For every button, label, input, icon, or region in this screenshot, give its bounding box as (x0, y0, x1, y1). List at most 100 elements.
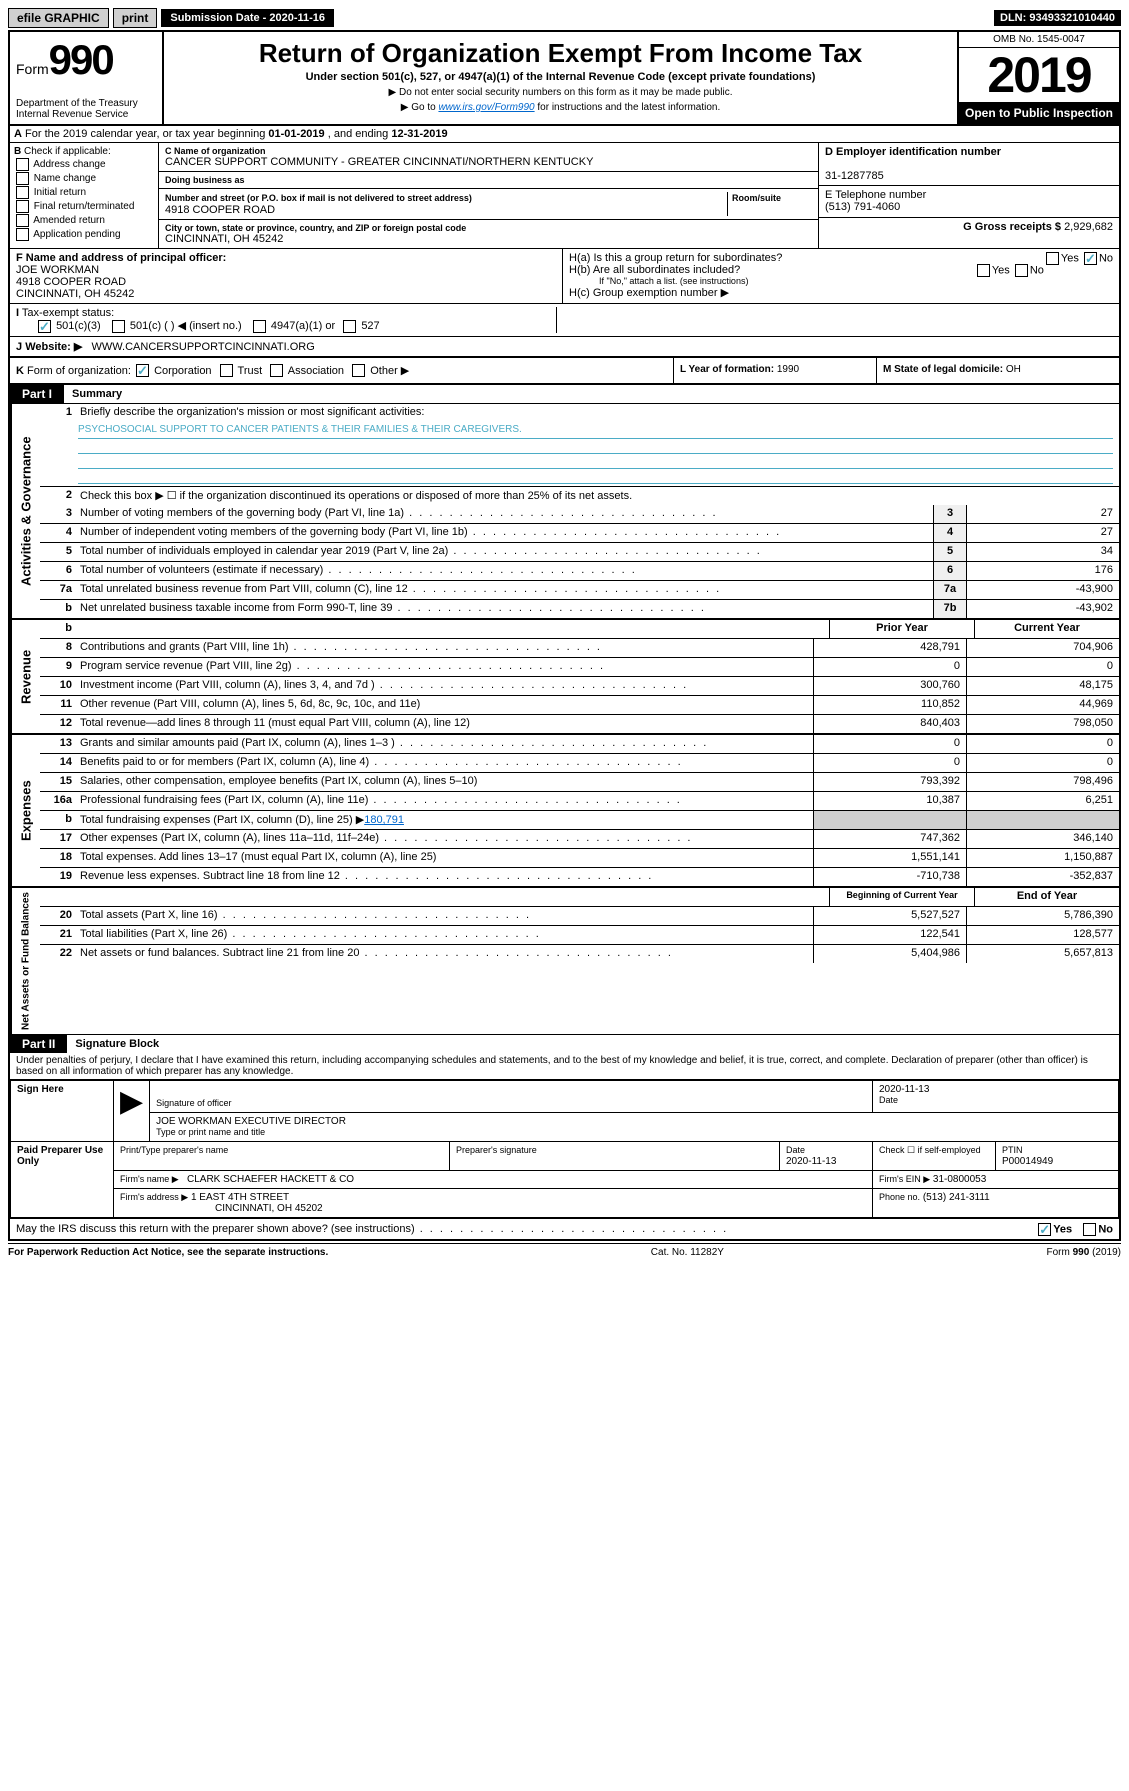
cb-corporation[interactable] (136, 364, 149, 377)
net-spacer (40, 888, 76, 906)
ln-8: 8 (40, 639, 76, 657)
discuss-yes[interactable] (1038, 1223, 1051, 1236)
prep-row-3: Firm's address ▶ 1 EAST 4TH STREET CINCI… (11, 1189, 1119, 1218)
efile-button[interactable]: efile GRAPHIC (8, 8, 109, 28)
val-5: 34 (966, 543, 1119, 561)
dln-label: DLN: 93493321010440 (994, 10, 1121, 26)
cb-amended-return[interactable]: Amended return (14, 214, 154, 227)
state-value: OH (1006, 364, 1021, 375)
col-b: B Check if applicable: Address change Na… (10, 143, 159, 248)
ha-no[interactable] (1084, 252, 1097, 265)
grid-bcd: B Check if applicable: Address change Na… (10, 143, 1119, 249)
ssn-note: ▶ Do not enter social security numbers o… (172, 87, 949, 98)
ha-yes[interactable] (1046, 252, 1059, 265)
p21: 122,541 (813, 926, 966, 944)
prep-name-label: Print/Type preparer's name (120, 1145, 228, 1155)
line21-text: Total liabilities (Part X, line 26) (76, 926, 813, 944)
footer-right: Form 990 (2019) (1047, 1247, 1121, 1258)
cn-4: 4 (933, 524, 966, 542)
submission-date: Submission Date - 2020-11-16 (161, 9, 334, 27)
ln-16a: 16a (40, 792, 76, 810)
cb-527[interactable] (343, 320, 356, 333)
form-num: 990 (49, 36, 113, 83)
officer-label: F Name and address of principal officer: (16, 252, 226, 264)
cn-6: 6 (933, 562, 966, 580)
cb-app-pending[interactable]: Application pending (14, 228, 154, 241)
line9-text: Program service revenue (Part VIII, line… (76, 658, 813, 676)
line19-text: Revenue less expenses. Subtract line 18 … (76, 868, 813, 886)
mission-blank1 (78, 439, 1113, 454)
cb-name-change[interactable]: Name change (14, 172, 154, 185)
ha-text: H(a) Is this a group return for subordin… (569, 252, 782, 264)
col-h: H(a) Is this a group return for subordin… (563, 249, 1119, 303)
open-public-label: Open to Public Inspection (959, 102, 1119, 124)
p16b (813, 811, 966, 829)
discuss-no[interactable] (1083, 1223, 1096, 1236)
ag-body: 1 Briefly describe the organization's mi… (40, 404, 1119, 618)
col-c: C Name of organization CANCER SUPPORT CO… (159, 143, 818, 248)
line10-text: Investment income (Part VIII, column (A)… (76, 677, 813, 695)
cb-501c3[interactable] (38, 320, 51, 333)
ln-13: 13 (40, 735, 76, 753)
p14: 0 (813, 754, 966, 772)
col-f: F Name and address of principal officer:… (10, 249, 563, 303)
city-label: City or town, state or province, country… (165, 223, 812, 233)
line4-text: Number of independent voting members of … (76, 524, 933, 542)
cn-5: 5 (933, 543, 966, 561)
row-a: A For the 2019 calendar year, or tax yea… (10, 126, 1119, 143)
section-expenses: Expenses 13 Grants and similar amounts p… (10, 735, 1119, 888)
ln-11: 11 (40, 696, 76, 714)
c9: 0 (966, 658, 1119, 676)
hb-no[interactable] (1015, 264, 1028, 277)
cb-4947[interactable] (253, 320, 266, 333)
print-button[interactable]: print (113, 8, 158, 28)
cb-501c[interactable] (112, 320, 125, 333)
cb-final-return[interactable]: Final return/terminated (14, 200, 154, 213)
c11: 44,969 (966, 696, 1119, 714)
row-kl: K Form of organization: Corporation Trus… (10, 358, 1119, 386)
ptin-label: PTIN (1002, 1145, 1023, 1155)
c-name-label: C Name of organization (165, 146, 812, 156)
part1-head: Part I (10, 385, 64, 403)
sig-officer-label: Signature of officer (156, 1098, 231, 1108)
line16b-val[interactable]: 180,791 (364, 814, 404, 826)
ln-2: 2 (40, 487, 76, 505)
ln-15: 15 (40, 773, 76, 791)
sig-row-officer: Sign Here ▶ Signature of officer 2020-11… (11, 1080, 1119, 1113)
city-value: CINCINNATI, OH 45242 (165, 233, 812, 245)
p19: -710,738 (813, 868, 966, 886)
a-begin: 01-01-2019 (268, 128, 324, 140)
val-3: 27 (966, 505, 1119, 523)
part2-title: Signature Block (67, 1035, 167, 1053)
mission-text: PSYCHOSOCIAL SUPPORT TO CANCER PATIENTS … (78, 424, 1113, 439)
c17: 346,140 (966, 830, 1119, 848)
e-row: E Telephone number (513) 791-4060 (819, 186, 1119, 218)
cb-initial-return[interactable]: Initial return (14, 186, 154, 199)
p22: 5,404,986 (813, 945, 966, 963)
discuss-row: May the IRS discuss this return with the… (10, 1218, 1119, 1239)
vert-revenue: Revenue (10, 620, 40, 733)
sig-date-label: Date (879, 1095, 898, 1105)
cb-trust[interactable] (220, 364, 233, 377)
cb-other[interactable] (352, 364, 365, 377)
cb-association[interactable] (270, 364, 283, 377)
hb-yes[interactable] (977, 264, 990, 277)
ln-b: b (40, 620, 76, 638)
section-revenue: Revenue b Prior Year Current Year 8 Cont… (10, 620, 1119, 735)
title-block: Return of Organization Exempt From Incom… (164, 32, 957, 124)
ln-7b: b (40, 600, 76, 618)
prior-year-head: Prior Year (829, 620, 974, 638)
val-6: 176 (966, 562, 1119, 580)
line18-text: Total expenses. Add lines 13–17 (must eq… (76, 849, 813, 867)
firm-ein-label: Firm's EIN ▶ (879, 1174, 930, 1184)
hc-row: H(c) Group exemption number ▶ (569, 286, 1113, 299)
p8: 428,791 (813, 639, 966, 657)
year-form-label: L Year of formation: (680, 364, 774, 375)
line5-text: Total number of individuals employed in … (76, 543, 933, 561)
footer-mid: Cat. No. 11282Y (651, 1247, 724, 1258)
cb-address-change[interactable]: Address change (14, 158, 154, 171)
col-l: L Year of formation: 1990 (673, 358, 877, 384)
c-dba-row: Doing business as (159, 172, 818, 189)
irs-link[interactable]: www.irs.gov/Form990 (438, 102, 534, 113)
row-i: I Tax-exempt status: 501(c)(3) 501(c) ( … (10, 304, 1119, 337)
